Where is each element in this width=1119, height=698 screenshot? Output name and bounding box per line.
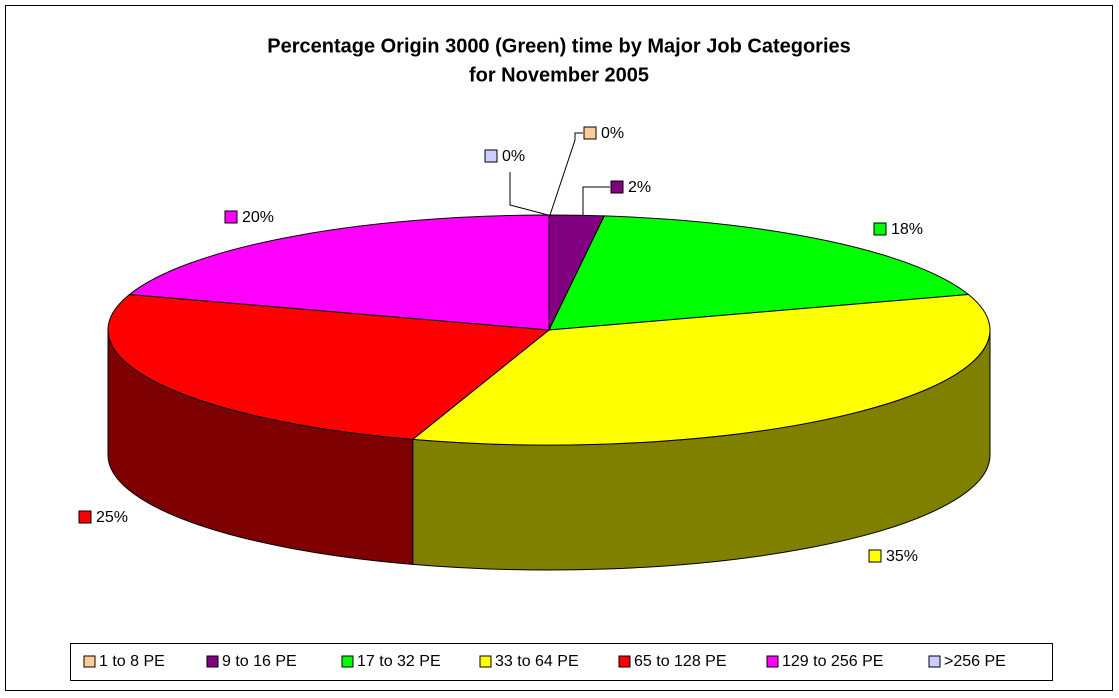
chart-subtitle: for November 2005 xyxy=(469,64,649,86)
legend-swatch xyxy=(341,655,354,668)
slice xyxy=(128,214,550,331)
legend-swatch xyxy=(928,655,941,668)
legend-label: 17 to 32 PE xyxy=(357,653,441,670)
label-swatch xyxy=(610,180,624,194)
legend-label: 1 to 8 PE xyxy=(99,653,165,670)
slice xyxy=(107,293,551,440)
legend-swatch xyxy=(479,655,492,668)
data-label: 20% xyxy=(242,209,274,226)
legend-swatch xyxy=(206,655,219,668)
legend: 1 to 8 PE 9 to 16 PE 17 to 32 PE 33 to 64 P… xyxy=(83,653,1006,670)
legend-swatch xyxy=(618,655,631,668)
pie xyxy=(107,214,991,571)
data-labels: 0% 2% 18% 35% 25% 20% 0% xyxy=(78,125,923,565)
chart-title: Percentage Origin 3000 (Green) time by M… xyxy=(267,35,851,57)
legend-label: >256 PE xyxy=(944,653,1006,670)
label-swatch xyxy=(868,549,882,563)
legend-label: 33 to 64 PE xyxy=(495,653,579,670)
data-label: 2% xyxy=(628,179,651,196)
legend-box xyxy=(70,643,1053,681)
legend-label: 9 to 16 PE xyxy=(222,653,297,670)
leader-lines xyxy=(509,132,610,216)
label-swatch xyxy=(78,510,92,524)
legend-swatch xyxy=(766,655,779,668)
legend-label: 129 to 256 PE xyxy=(782,653,883,670)
leader-line xyxy=(582,186,610,215)
label-swatch xyxy=(484,149,498,163)
data-label: 0% xyxy=(601,125,624,142)
slice xyxy=(548,215,970,331)
data-label: 18% xyxy=(891,221,923,238)
legend-swatch xyxy=(83,655,96,668)
label-swatch xyxy=(873,222,887,236)
data-label: 35% xyxy=(886,548,918,565)
leader-line xyxy=(549,132,583,216)
leader-line xyxy=(509,172,549,216)
slice xyxy=(411,293,991,446)
label-swatch xyxy=(224,210,238,224)
label-swatch xyxy=(583,126,597,140)
legend-label: 65 to 128 PE xyxy=(634,653,727,670)
data-label: 0% xyxy=(502,148,525,165)
data-label: 25% xyxy=(96,509,128,526)
